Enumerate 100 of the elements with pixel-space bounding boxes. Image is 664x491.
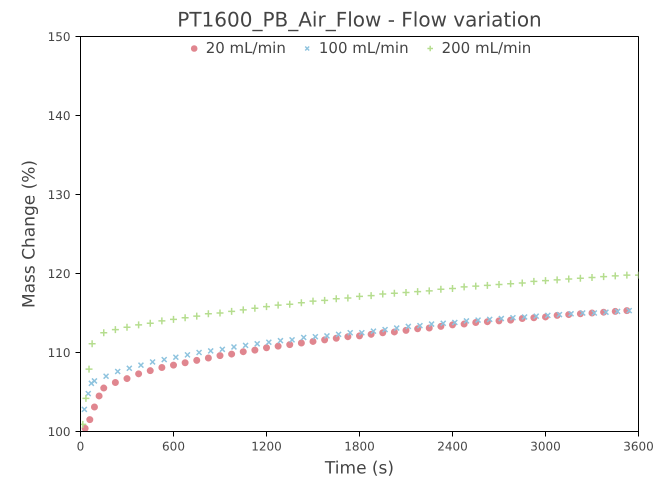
point [486,316,493,323]
point [474,316,482,324]
point [149,358,156,366]
x-tick-label: 2400 [437,440,468,454]
point [182,359,189,366]
point [262,302,271,311]
point [274,342,282,350]
x-tick-label: 3600 [623,440,654,454]
point [193,356,200,364]
chart-title: PT1600_PB_Air_Flow - Flow variation [177,8,542,32]
point [114,368,121,375]
point [240,348,247,356]
point [426,324,433,332]
point [288,336,296,344]
point [172,354,180,360]
point [135,370,142,378]
point [96,392,103,400]
point [335,331,342,338]
point [298,340,305,347]
point [622,270,632,280]
point [521,314,528,320]
x-axis-title: Time (s) [324,458,394,478]
point [227,307,236,316]
point [579,310,586,316]
point [425,286,434,296]
point [112,379,119,386]
point [263,344,270,352]
point [416,322,424,329]
point [510,314,516,321]
point [390,289,399,298]
point [254,340,260,348]
point [320,296,329,305]
point [626,307,632,314]
point [111,325,120,334]
point [204,354,212,362]
point [250,304,260,313]
point [180,313,190,322]
point [230,344,238,350]
point [599,272,608,281]
point [452,319,458,326]
point [576,274,585,282]
point [393,324,400,332]
point [614,308,621,315]
point [81,406,88,413]
point [370,328,377,334]
point [84,364,94,374]
y-tick-label: 130 [48,188,70,202]
point [494,280,504,289]
point [544,312,552,319]
point [390,328,398,336]
point [160,356,168,363]
point [228,350,236,358]
point [346,330,354,336]
point [463,318,470,324]
point [100,384,108,392]
point [532,312,540,320]
point [91,378,98,384]
point [402,288,410,297]
point [541,276,550,285]
point [498,315,505,322]
point [122,322,132,332]
point [100,328,108,337]
point [568,310,574,318]
point [207,348,214,354]
y-axis-title: Mass Change (%) [20,160,40,308]
point [428,320,435,328]
point [266,339,272,346]
x-tick-label: 1200 [251,440,282,454]
point [382,326,388,333]
point [134,320,143,330]
point [170,362,177,369]
point [274,300,282,310]
legend-label: 20 mL/min [206,39,286,57]
point [440,320,446,326]
point [204,310,213,318]
point [126,365,133,372]
point [460,282,468,292]
point [591,310,598,316]
y-tick-label: 120 [48,267,70,281]
point [332,294,340,304]
point [358,330,366,336]
point [472,282,480,290]
point [506,280,515,288]
x-tick-label: 3000 [530,440,561,454]
point [146,319,154,328]
x-tick-label: 600 [162,440,185,454]
x-tick-label: 0 [76,440,84,454]
point [564,274,573,284]
point [355,292,364,301]
point [158,316,166,326]
y-tick-label: 150 [48,30,70,44]
point [196,349,202,356]
point [310,338,316,345]
point [82,394,90,403]
point [413,287,422,296]
point [611,272,620,280]
point [300,334,307,341]
point [448,284,457,293]
point [239,306,248,314]
point [405,323,412,330]
